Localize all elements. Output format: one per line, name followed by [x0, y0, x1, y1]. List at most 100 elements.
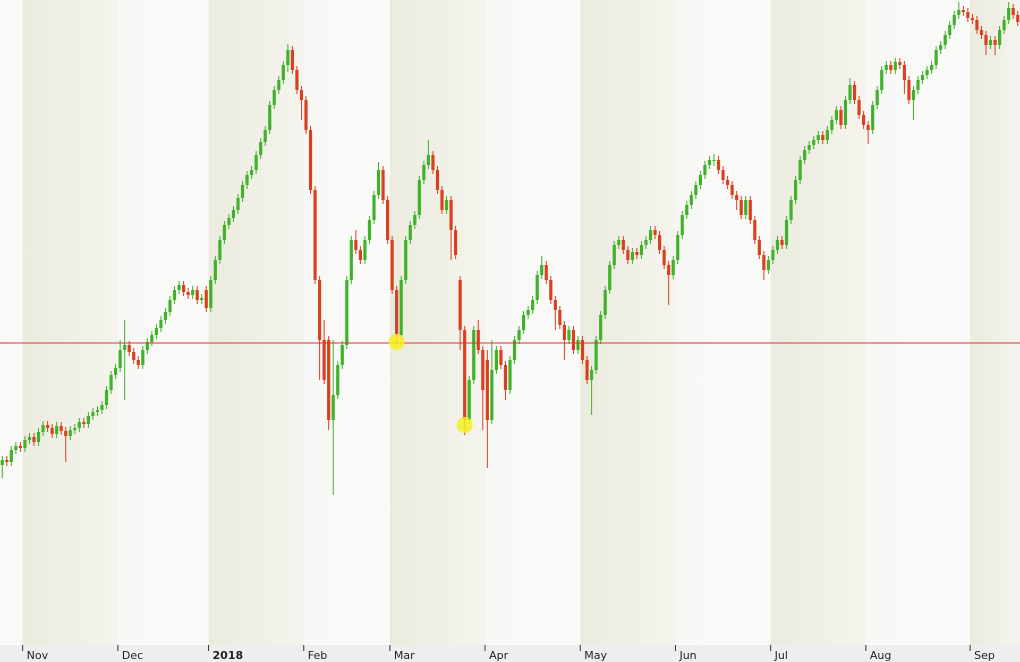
candle-body [998, 30, 1002, 45]
candle-body [18, 446, 22, 448]
candle-body [902, 65, 906, 80]
candle-body [413, 215, 417, 225]
candle-body [648, 230, 653, 240]
candle-body [825, 130, 829, 140]
candle-body [871, 105, 875, 130]
x-tick-label: Aug [870, 649, 891, 662]
candle-body [299, 90, 304, 100]
candle-body [934, 50, 938, 65]
x-tick-label: Sep [974, 649, 995, 662]
candle-body [304, 100, 308, 130]
candle-body [939, 45, 943, 50]
candle-body [463, 330, 467, 420]
candle-body [381, 170, 385, 200]
candle-body [191, 290, 195, 295]
candle-body [721, 170, 725, 180]
candle-body [145, 342, 149, 350]
candle-body [739, 200, 743, 215]
candle-body [86, 416, 90, 424]
candle-body [277, 80, 281, 90]
candle-body [1002, 20, 1006, 30]
candle-body [372, 195, 376, 220]
candle-body [603, 290, 607, 315]
candle-body [707, 160, 712, 165]
candle-body [784, 220, 789, 245]
month-band [580, 0, 676, 645]
candle-body [476, 330, 480, 350]
candle-body [961, 10, 965, 12]
candle-body [771, 250, 775, 260]
candle-body [889, 65, 893, 70]
candle-body [988, 40, 993, 45]
candle-body [444, 200, 449, 210]
candle-body [472, 330, 476, 380]
candle-body [345, 280, 349, 345]
candle-body [757, 240, 761, 255]
x-tick-label: Apr [489, 649, 509, 662]
candle-body [150, 335, 154, 342]
candle-body [64, 431, 68, 436]
candle-body [680, 215, 684, 235]
candle-body [408, 225, 412, 240]
candle-body [222, 225, 226, 240]
candle-body [449, 200, 453, 230]
candle-body [490, 370, 494, 420]
candle-body [209, 280, 213, 308]
candle-body [911, 90, 916, 100]
candle-body [830, 120, 834, 130]
candle-body [843, 100, 848, 125]
candle-body [635, 252, 639, 255]
candle-body [240, 185, 245, 198]
x-tick-label: 2018 [213, 649, 244, 662]
candle-body [245, 175, 249, 185]
candle-body [227, 218, 231, 225]
candle-body [553, 300, 557, 310]
candle-body [571, 330, 576, 350]
candle-body [390, 240, 394, 290]
candle-body [522, 315, 526, 330]
candle-body [993, 40, 997, 45]
candle-body [712, 160, 716, 161]
candle-body [662, 250, 666, 265]
month-band [970, 0, 1020, 645]
candle-body [562, 325, 566, 340]
candle-body [272, 90, 276, 105]
candle-body [1007, 8, 1011, 20]
candle-body [957, 10, 961, 15]
candle-body [812, 140, 816, 145]
candle-body [621, 240, 625, 250]
candle-body [14, 446, 18, 450]
background [0, 0, 1020, 645]
month-band [770, 0, 866, 645]
candle-body [141, 350, 145, 365]
candle-body [422, 165, 426, 180]
candle-body [744, 200, 748, 215]
candle-body [104, 390, 109, 405]
candle-body [617, 240, 621, 245]
candle-body [231, 210, 236, 218]
candle-body [322, 340, 326, 380]
candle-body [884, 65, 888, 70]
candle-body [726, 180, 730, 185]
candle-body [290, 50, 294, 70]
candle-body [109, 375, 113, 390]
candle-body [77, 422, 81, 428]
candle-body [984, 35, 988, 45]
candle-body [467, 380, 471, 420]
candle-body [177, 285, 181, 290]
candle-body [186, 292, 190, 295]
candle-body [236, 198, 240, 210]
candle-body [136, 360, 140, 365]
candle-body [535, 275, 539, 300]
candle-body [667, 265, 671, 275]
candle-body [703, 165, 707, 175]
candle-body [789, 200, 793, 220]
candle-body [857, 100, 861, 115]
candle-body [9, 450, 13, 462]
candle-body [517, 330, 521, 340]
candle-body [880, 70, 884, 90]
candle-body [753, 220, 757, 240]
candle-body [503, 365, 508, 390]
candle-body [286, 50, 290, 65]
